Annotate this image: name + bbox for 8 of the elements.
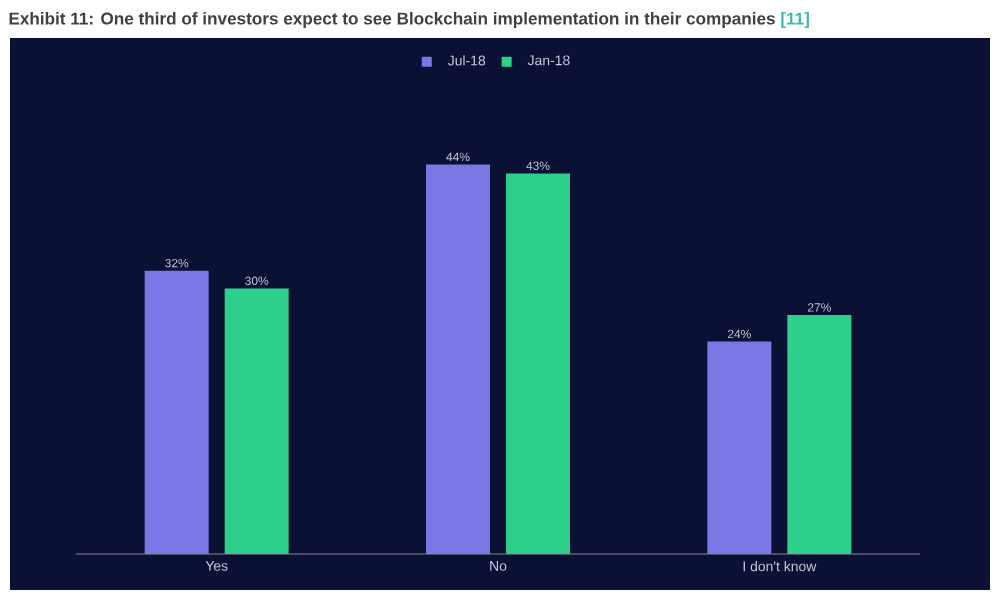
bar	[426, 164, 491, 554]
bar	[707, 341, 772, 554]
text: [11]	[781, 12, 809, 28]
bar	[787, 315, 852, 554]
bar	[224, 288, 289, 554]
chart-title: Exhibit 11: One third of investors expect to see Blockchain implementation in their companies	[9, 12, 775, 28]
bar	[506, 173, 571, 554]
bar	[144, 270, 209, 554]
